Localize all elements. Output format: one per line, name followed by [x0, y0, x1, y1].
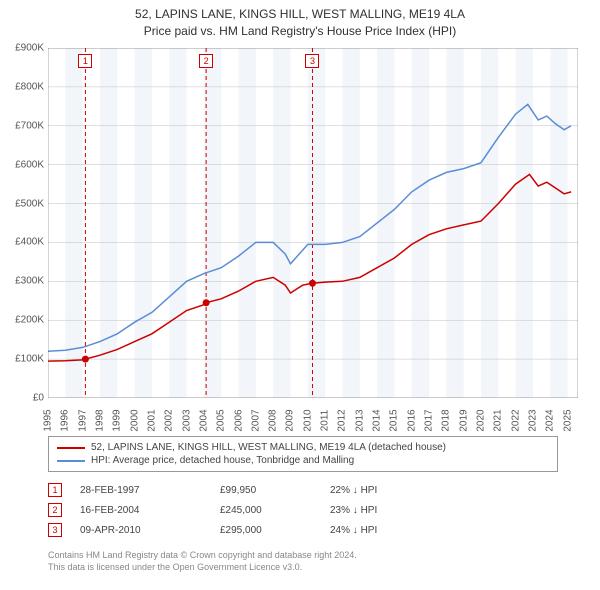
title-line-1: 52, LAPINS LANE, KINGS HILL, WEST MALLIN… — [0, 6, 600, 23]
sale-price: £295,000 — [220, 525, 330, 536]
x-tick-label: 1999 — [112, 409, 123, 431]
sale-row-marker: 2 — [48, 503, 62, 517]
sale-row: 3 09-APR-2010£295,00024% ↓ HPI — [48, 520, 558, 540]
y-tick-label: £900K — [2, 43, 44, 54]
footer-line-1: Contains HM Land Registry data © Crown c… — [48, 550, 558, 562]
x-tick-label: 2016 — [406, 409, 417, 431]
x-tick-label: 2000 — [129, 409, 140, 431]
y-tick-label: £600K — [2, 159, 44, 170]
y-tick-label: £700K — [2, 120, 44, 131]
x-tick-label: 2021 — [493, 409, 504, 431]
sales-table: 1 28-FEB-1997£99,95022% ↓ HPI 2 16-FEB-2004… — [48, 480, 558, 540]
legend-item: 52, LAPINS LANE, KINGS HILL, WEST MALLIN… — [57, 441, 549, 454]
sale-row-marker: 1 — [48, 483, 62, 497]
x-tick-label: 2018 — [441, 409, 452, 431]
x-tick-label: 2010 — [302, 409, 313, 431]
y-tick-label: £400K — [2, 237, 44, 248]
x-tick-label: 2005 — [216, 409, 227, 431]
y-axis: £0£100K£200K£300K£400K£500K£600K£700K£80… — [2, 48, 44, 398]
x-tick-label: 2002 — [164, 409, 175, 431]
x-tick-label: 1995 — [43, 409, 54, 431]
legend-swatch — [57, 460, 85, 462]
x-tick-label: 2006 — [233, 409, 244, 431]
sale-row: 1 28-FEB-1997£99,95022% ↓ HPI — [48, 480, 558, 500]
x-tick-label: 2022 — [510, 409, 521, 431]
footer-note: Contains HM Land Registry data © Crown c… — [48, 550, 558, 573]
y-tick-label: £0 — [2, 393, 44, 404]
sale-date: 09-APR-2010 — [80, 525, 220, 536]
title-line-2: Price paid vs. HM Land Registry's House … — [0, 23, 600, 40]
x-axis: 1995199619971998199920002001200220032004… — [48, 400, 578, 428]
x-tick-label: 1997 — [77, 409, 88, 431]
chart-container: 52, LAPINS LANE, KINGS HILL, WEST MALLIN… — [0, 0, 600, 590]
chart-svg — [48, 48, 578, 398]
legend-label: HPI: Average price, detached house, Tonb… — [91, 455, 354, 466]
x-tick-label: 1996 — [60, 409, 71, 431]
sale-price: £99,950 — [220, 485, 330, 496]
x-tick-label: 1998 — [94, 409, 105, 431]
sale-delta: 23% ↓ HPI — [330, 505, 558, 516]
y-tick-label: £100K — [2, 354, 44, 365]
x-tick-label: 2019 — [458, 409, 469, 431]
x-tick-label: 2020 — [476, 409, 487, 431]
x-tick-label: 2007 — [250, 409, 261, 431]
x-tick-label: 2004 — [198, 409, 209, 431]
legend: 52, LAPINS LANE, KINGS HILL, WEST MALLIN… — [48, 436, 558, 472]
chart-area: 123 £0£100K£200K£300K£400K£500K£600K£700… — [48, 48, 578, 398]
sale-row-marker: 3 — [48, 523, 62, 537]
sale-marker-1: 1 — [78, 54, 92, 68]
legend-label: 52, LAPINS LANE, KINGS HILL, WEST MALLIN… — [91, 442, 446, 453]
x-tick-label: 2011 — [320, 410, 331, 432]
x-tick-label: 2023 — [527, 409, 538, 431]
y-tick-label: £800K — [2, 81, 44, 92]
sale-marker-3: 3 — [305, 54, 319, 68]
x-tick-label: 2003 — [181, 409, 192, 431]
sale-date: 28-FEB-1997 — [80, 485, 220, 496]
x-tick-label: 2015 — [389, 409, 400, 431]
x-tick-label: 2024 — [545, 409, 556, 431]
x-tick-label: 2009 — [285, 409, 296, 431]
sale-price: £245,000 — [220, 505, 330, 516]
sale-marker-2: 2 — [199, 54, 213, 68]
footer-line-2: This data is licensed under the Open Gov… — [48, 562, 558, 574]
y-tick-label: £200K — [2, 315, 44, 326]
x-tick-label: 2014 — [372, 409, 383, 431]
sale-row: 2 16-FEB-2004£245,00023% ↓ HPI — [48, 500, 558, 520]
y-tick-label: £500K — [2, 198, 44, 209]
x-tick-label: 2025 — [562, 409, 573, 431]
sale-delta: 22% ↓ HPI — [330, 485, 558, 496]
x-tick-label: 2012 — [337, 409, 348, 431]
x-tick-label: 2017 — [424, 409, 435, 431]
x-tick-label: 2013 — [354, 409, 365, 431]
x-tick-label: 2008 — [268, 409, 279, 431]
sale-date: 16-FEB-2004 — [80, 505, 220, 516]
y-tick-label: £300K — [2, 276, 44, 287]
title-block: 52, LAPINS LANE, KINGS HILL, WEST MALLIN… — [0, 0, 600, 40]
legend-swatch — [57, 447, 85, 449]
x-tick-label: 2001 — [146, 409, 157, 431]
legend-item: HPI: Average price, detached house, Tonb… — [57, 454, 549, 467]
sale-delta: 24% ↓ HPI — [330, 525, 558, 536]
